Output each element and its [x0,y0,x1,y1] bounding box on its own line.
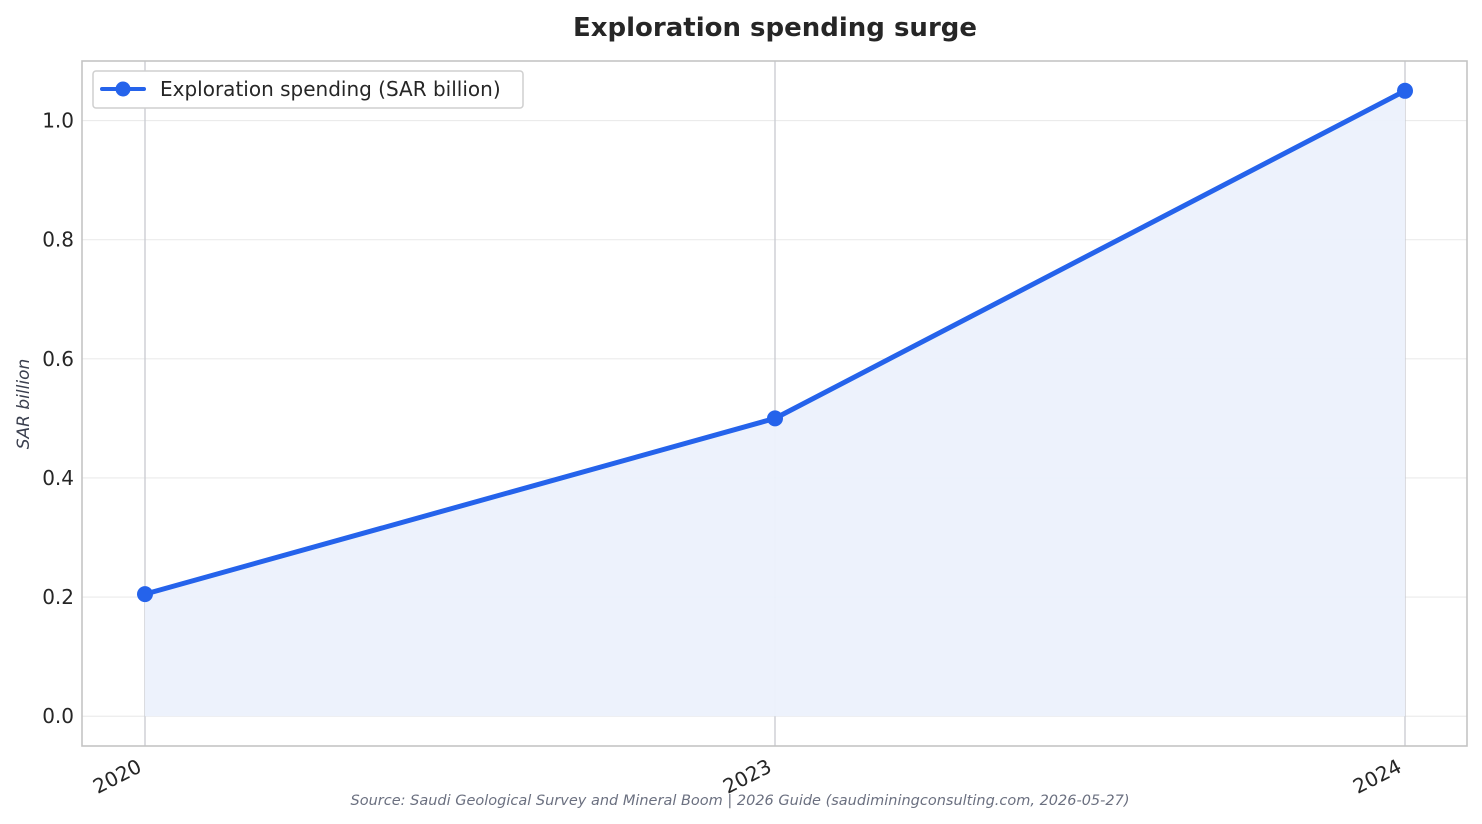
y-tick-label: 0.0 [42,704,74,728]
data-point [1397,82,1413,99]
source-note: Source: Saudi Geological Survey and Mine… [351,793,1130,809]
chart-title: Exploration spending surge [573,13,977,43]
data-points [137,82,1413,603]
x-tick-label: 2024 [1349,754,1405,798]
x-axis-ticks: 2020 2023 2024 [89,754,1405,798]
y-tick-label: 0.4 [42,466,74,490]
area-fill-layer [145,90,1405,717]
y-tick-label: 0.2 [42,585,74,609]
legend-entry-label: Exploration spending (SAR billion) [160,77,501,101]
legend-box [92,70,524,109]
y-tick-label: 0.6 [42,347,74,371]
y-axis-ticks: 0.0 0.2 0.4 0.6 0.8 1.0 [42,109,74,729]
area-fill [145,90,1405,717]
y-tick-label: 1.0 [42,109,74,133]
x-tick-label: 2023 [719,754,775,798]
y-axis-label: SAR billion [14,359,34,450]
x-tick-label: 2020 [89,754,145,798]
y-tick-label: 0.8 [42,228,74,252]
data-point [767,410,783,427]
data-point [137,586,153,603]
legend-marker [115,81,131,97]
legend: Exploration spending (SAR billion) [92,70,524,109]
plot-frame [81,60,1468,747]
